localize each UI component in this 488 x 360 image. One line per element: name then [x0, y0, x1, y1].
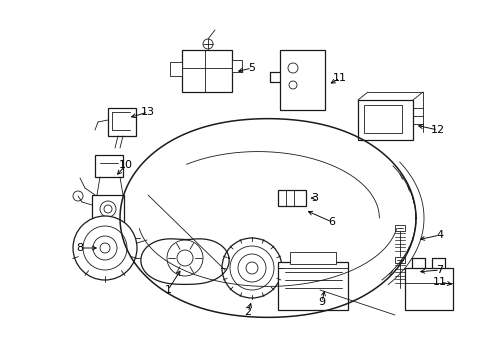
- Bar: [170, 62, 182, 76]
- Text: 12: 12: [430, 125, 444, 135]
- Text: 10: 10: [119, 160, 133, 170]
- Circle shape: [73, 216, 137, 280]
- Bar: [278, 262, 347, 310]
- Text: 11: 11: [432, 277, 446, 287]
- Text: 13: 13: [141, 107, 155, 117]
- Bar: [92, 195, 124, 223]
- Bar: [95, 155, 123, 177]
- Text: 11: 11: [332, 73, 346, 83]
- Text: 1: 1: [164, 285, 171, 295]
- Bar: [404, 268, 452, 310]
- Text: 8: 8: [76, 243, 83, 253]
- Text: 3: 3: [311, 193, 318, 203]
- Text: 7: 7: [436, 265, 443, 275]
- Bar: [394, 225, 404, 231]
- Text: 6: 6: [328, 217, 335, 227]
- Bar: [363, 105, 401, 133]
- Bar: [278, 190, 305, 206]
- Bar: [108, 108, 136, 136]
- Text: 2: 2: [244, 307, 251, 317]
- Text: 9: 9: [318, 297, 325, 307]
- Bar: [231, 60, 242, 72]
- Circle shape: [222, 238, 282, 298]
- Text: 5: 5: [248, 63, 255, 73]
- Bar: [357, 100, 412, 140]
- Bar: [289, 252, 335, 264]
- Bar: [280, 50, 325, 110]
- Bar: [394, 257, 404, 263]
- Text: 4: 4: [436, 230, 443, 240]
- Bar: [182, 50, 231, 92]
